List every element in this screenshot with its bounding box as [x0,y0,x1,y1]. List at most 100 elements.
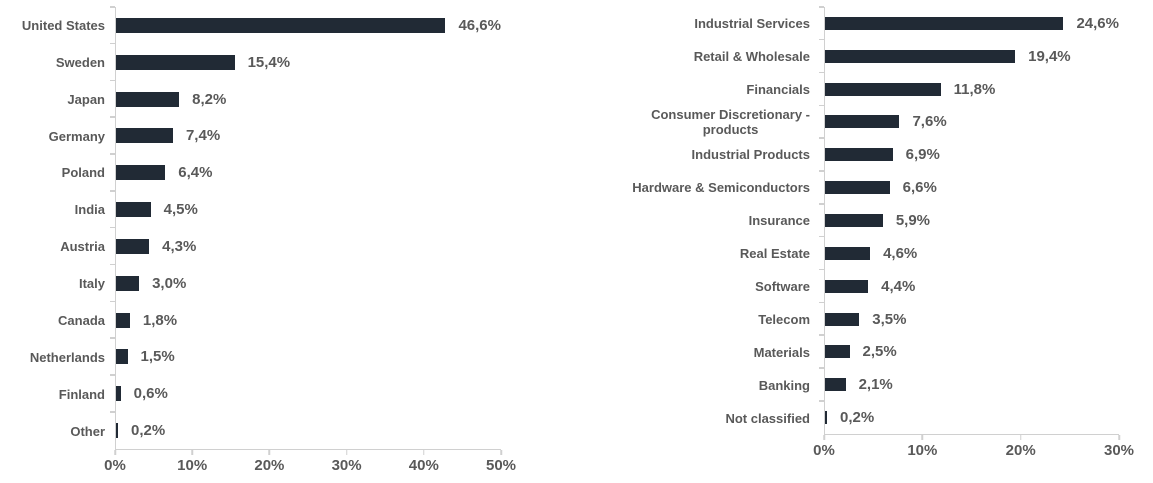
value-label-materials: 2,5% [862,343,897,361]
bar-row-financials: 11,8% [818,71,1119,106]
value-label-real-estate: 4,6% [883,244,918,262]
value-label-italy: 3,0% [152,274,187,292]
x-axis-tick-40 [423,450,425,455]
bar-insurance[interactable] [825,213,883,227]
category-label-sweden: Sweden [55,54,105,70]
category-label-consumer-discretionary-products: Consumer Discretionary - products [651,106,810,138]
bar-row-insurance: 5,9% [818,203,1119,237]
x-axis-label-20: 20% [1005,442,1036,459]
category-label-retail-wholesale: Retail & Wholesale [693,48,810,64]
country-x-axis: 0% 10% 20% 30% 40% 50% [104,450,516,476]
x-axis-tick-0 [823,435,825,440]
bar-retail-wholesale[interactable] [825,49,1016,63]
bar-row-other: 0,2% [109,411,501,449]
x-axis-tick-30 [345,450,348,455]
bar-row-industrial-products: 6,9% [818,137,1119,171]
x-axis-label-0: 0% [813,442,835,459]
bar-austria[interactable] [116,238,150,254]
bar-row-industrial-services: 24,6% [818,6,1119,40]
value-label-insurance: 5,9% [895,211,931,229]
bar-row-italy: 3,0% [109,263,501,302]
bar-not-classified[interactable] [825,411,827,425]
x-axis-label-10: 10% [907,442,938,459]
value-label-financials: 11,8% [953,80,996,98]
bar-other[interactable] [116,423,118,439]
category-label-canada: Canada [58,313,105,329]
x-axis-tick-0 [114,450,116,455]
bar-row-hardware-semiconductors: 6,6% [818,170,1119,204]
x-axis-label-0: 0% [104,457,126,474]
bar-row-real-estate: 4,6% [818,235,1119,270]
category-label-germany: Germany [48,128,105,144]
bar-hardware-semiconductors[interactable] [825,181,890,195]
x-axis-label-30: 30% [331,457,362,474]
category-label-telecom: Telecom [758,312,810,328]
category-label-netherlands: Netherlands [29,350,105,366]
bar-row-canada: 1,8% [109,300,501,339]
x-axis-label-40: 40% [408,457,439,474]
value-label-finland: 0,6% [133,385,168,403]
value-label-other: 0,2% [131,422,166,440]
bar-poland[interactable] [116,165,166,181]
x-axis-tick-50 [500,450,502,455]
category-label-materials: Materials [753,345,810,361]
bar-germany[interactable] [116,128,173,144]
value-label-sweden: 15,4% [247,53,291,71]
bar-netherlands[interactable] [116,349,128,365]
x-axis-tick-10 [191,450,193,455]
sector-plot-area: 24,6% 19,4% 11,8% 7,6% 6,9% 6,6% 5,9% 4,6% 4,4% 3… [813,6,1134,461]
bar-software[interactable] [825,279,869,293]
bar-financials[interactable] [825,82,941,96]
sector-x-axis: 0% 10% 20% 30% [813,435,1134,461]
bar-consumer-discretionary-products[interactable] [825,115,900,129]
value-label-netherlands: 1,5% [140,348,175,366]
value-label-consumer-discretionary-products: 7,6% [912,113,947,131]
bar-row-consumer-discretionary-products: 7,6% [818,104,1119,139]
bar-finland[interactable] [116,386,121,402]
bar-italy[interactable] [116,275,140,291]
bar-united-states[interactable] [116,17,446,33]
category-label-banking: Banking [758,377,810,393]
value-label-not-classified: 0,2% [840,409,875,427]
category-label-software: Software [755,279,810,295]
value-label-retail-wholesale: 19,4% [1028,47,1071,65]
bar-row-sweden: 15,4% [109,42,501,81]
bar-sweden[interactable] [116,54,235,70]
bar-row-software: 4,4% [818,268,1119,303]
category-label-other: Other [70,423,105,439]
value-label-germany: 7,4% [185,127,221,145]
x-axis-tick-20 [1019,435,1022,440]
category-label-not-classified: Not classified [725,410,810,426]
value-label-industrial-products: 6,9% [905,146,940,164]
category-label-india: India [74,202,105,218]
bar-industrial-products[interactable] [825,148,893,162]
bar-row-germany: 7,4% [109,116,501,154]
country-bars: 46,6% 15,4% 8,2% 7,4% 6,4% 4,5% 4,3% 3,0% 1,8% 1,… [109,6,501,450]
bar-banking[interactable] [825,378,846,392]
bar-industrial-services[interactable] [825,16,1064,30]
bar-row-materials: 2,5% [818,334,1119,368]
bar-india[interactable] [116,202,151,218]
sector-category-axis: Industrial Services Retail & Wholesale Fin… [620,7,824,435]
bar-japan[interactable] [116,91,180,107]
x-axis-tick-30 [1118,435,1120,440]
bar-telecom[interactable] [825,312,860,326]
value-label-software: 4,4% [881,277,916,295]
bar-row-austria: 4,3% [109,226,501,265]
country-category-axis: United States Sweden Japan Germany Poland Ind… [14,7,115,450]
category-label-austria: Austria [60,239,105,255]
bar-materials[interactable] [825,345,850,359]
bar-real-estate[interactable] [825,246,871,260]
value-label-poland: 6,4% [178,164,213,182]
bar-row-poland: 6,4% [109,153,501,191]
value-label-telecom: 3,5% [872,310,907,328]
bar-row-not-classified: 0,2% [818,400,1119,434]
bar-canada[interactable] [116,312,130,328]
bar-row-telecom: 3,5% [818,301,1119,336]
value-label-banking: 2,1% [858,376,893,394]
bar-row-united-states: 46,6% [109,6,501,44]
x-axis-tick-10 [921,435,924,440]
value-label-japan: 8,2% [192,90,227,108]
bar-row-retail-wholesale: 19,4% [818,38,1119,73]
